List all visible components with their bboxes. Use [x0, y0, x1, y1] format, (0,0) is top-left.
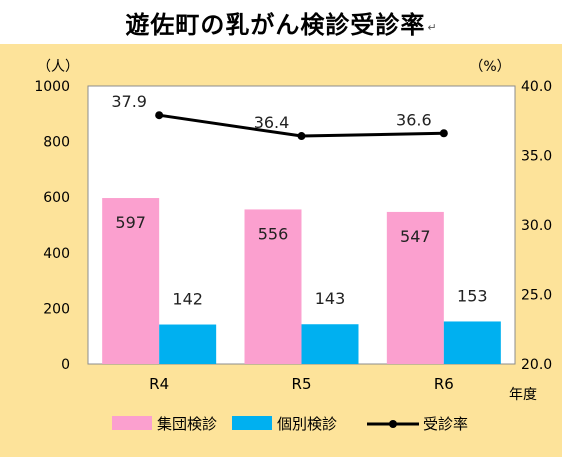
- y-axis-label-right: （%）: [469, 59, 510, 75]
- rate-marker: [439, 129, 448, 138]
- y-tick-left: 0: [61, 357, 70, 373]
- y-tick-right: 25.0: [521, 288, 552, 304]
- rate-label: 36.4: [254, 113, 290, 132]
- legend-marker: [389, 420, 397, 428]
- x-tick-label: R5: [292, 375, 312, 393]
- y-tick-right: 30.0: [521, 218, 552, 234]
- title-bar: 遊佐町の乳がん検診受診率 ↵: [0, 0, 562, 44]
- y-tick-right: 20.0: [521, 357, 552, 373]
- data-label: 143: [315, 289, 346, 308]
- bar-個別検診-R4: [159, 324, 217, 364]
- bar-集団検診-R5: [244, 209, 302, 364]
- bar-集団検診-R4: [102, 198, 160, 364]
- y-tick-left: 200: [43, 301, 70, 317]
- bar-個別検診-R5: [301, 324, 359, 364]
- legend-label: 受診率: [423, 415, 468, 433]
- data-label: 547: [400, 227, 431, 246]
- y-tick-left: 600: [43, 190, 70, 206]
- bar-集団検診-R6: [386, 211, 444, 364]
- x-tick-label: R6: [434, 375, 454, 393]
- y-tick-left: 400: [43, 246, 70, 262]
- x-tick-label: R4: [149, 375, 169, 393]
- legend-swatch: [232, 416, 272, 430]
- data-label: 597: [115, 213, 146, 232]
- chart-panel: 0 200 400 600 800 1000 20.0 25.0 30.0 35.0 40.0 （人）…: [0, 44, 562, 457]
- data-label: 153: [457, 286, 488, 305]
- rate-label: 36.6: [396, 110, 432, 129]
- chart-svg: 0 200 400 600 800 1000 20.0 25.0 30.0 35.0 40.0 （人）…: [34, 59, 552, 433]
- y-axis-label-left: （人）: [37, 59, 79, 75]
- rate-marker: [297, 132, 306, 141]
- data-label: 142: [172, 290, 203, 309]
- legend-label: 集団検診: [157, 415, 217, 433]
- y-tick-left: 800: [43, 135, 70, 151]
- x-axis-label: 年度: [509, 387, 537, 403]
- bar-個別検診-R6: [443, 321, 501, 364]
- rate-marker: [155, 111, 164, 120]
- rate-label: 37.9: [111, 92, 147, 111]
- y-tick-left: 1000: [34, 79, 70, 95]
- y-tick-right: 40.0: [521, 79, 552, 95]
- legend-label: 個別検診: [277, 415, 337, 433]
- return-mark: ↵: [427, 20, 437, 34]
- data-label: 556: [258, 224, 289, 243]
- chart-title: 遊佐町の乳がん検診受診率: [125, 10, 426, 39]
- y-tick-right: 35.0: [521, 149, 552, 165]
- legend-swatch: [112, 416, 152, 430]
